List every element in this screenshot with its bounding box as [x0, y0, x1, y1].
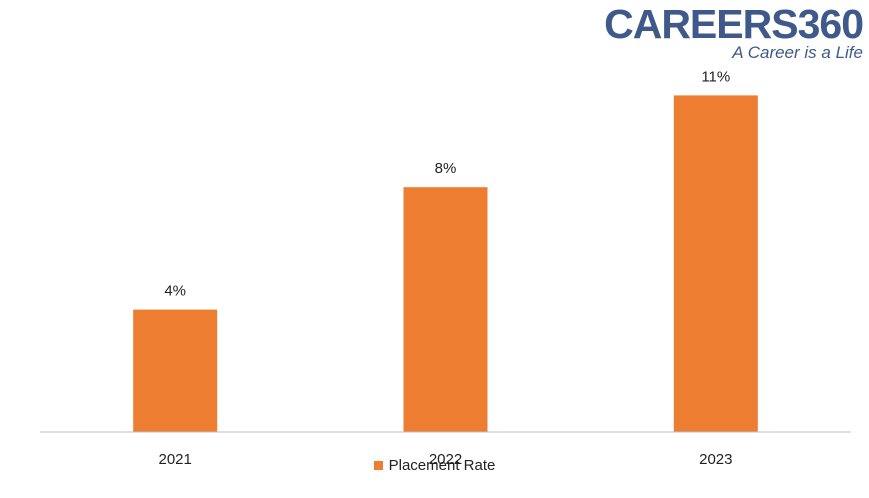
chart-legend: Placement Rate [0, 457, 869, 474]
bar-2022 [403, 187, 488, 432]
x-tick-label-2022: 2022 [429, 451, 462, 468]
bar-2021 [133, 309, 218, 432]
logo-tagline: A Career is a Life [732, 43, 863, 62]
legend-label: Placement Rate [388, 457, 496, 474]
careers360-logo: CAREERS360 A Career is a Life [604, 1, 864, 62]
x-tick-label-2023: 2023 [699, 451, 732, 468]
data-label-2023: 11% [701, 68, 730, 85]
data-labels-layer: 4% 8% 11% [164, 68, 730, 299]
bars-layer [133, 95, 758, 433]
data-label-2022: 8% [435, 160, 457, 177]
x-tick-label-2021: 2021 [159, 451, 192, 468]
x-tick-labels-layer: 2021 2022 2023 [159, 451, 733, 468]
logo-wordmark: CAREERS360 [604, 1, 864, 47]
data-label-2021: 4% [164, 283, 186, 300]
legend-swatch [373, 460, 383, 470]
bar-2023 [673, 95, 758, 433]
